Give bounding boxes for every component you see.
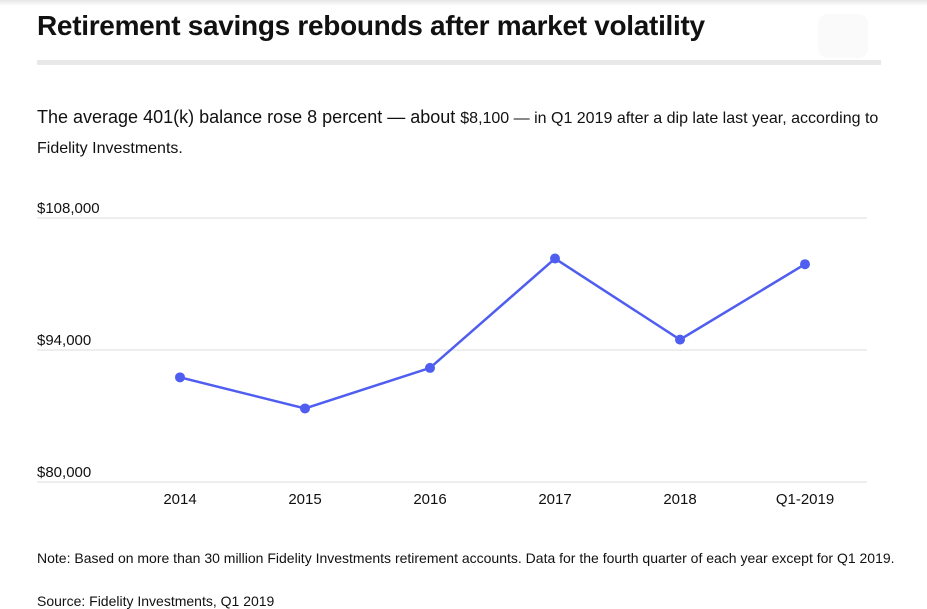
title-divider (37, 60, 881, 65)
chart-source: Source: Fidelity Investments, Q1 2019 (37, 593, 275, 609)
chart-subtitle: The average 401(k) balance rose 8 percen… (37, 103, 887, 163)
series-line (179, 256, 806, 410)
data-point[interactable] (300, 403, 310, 414)
x-tick-label: 2015 (288, 491, 321, 508)
x-tick-label: 2018 (663, 491, 696, 508)
data-point[interactable] (550, 253, 560, 264)
y-tick-label: $94,000 (37, 332, 91, 349)
x-tick-label: 2014 (163, 491, 196, 508)
subtitle-amount: $8,100 (460, 110, 510, 127)
x-tick-label: 2017 (538, 491, 571, 508)
data-points (175, 253, 810, 414)
y-axis-ticks: $108,000 $94,000 $80,000 (37, 200, 100, 481)
chart-note: Note: Based on more than 30 million Fide… (37, 550, 895, 566)
x-tick-label: 2016 (413, 491, 446, 508)
data-point[interactable] (175, 372, 185, 383)
subtitle-tail: — in Q1 2019 after a dip late last year,… (37, 110, 879, 157)
data-point[interactable] (675, 334, 685, 345)
top-shadow (0, 0, 927, 6)
subtitle-lead: The average 401(k) balance rose 8 percen… (37, 107, 461, 127)
data-point[interactable] (425, 362, 435, 373)
x-tick-label: Q1-2019 (776, 491, 834, 508)
y-tick-label: $108,000 (37, 200, 100, 217)
logo-watermark-icon (818, 14, 868, 58)
chart-title: Retirement savings rebounds after market… (37, 10, 705, 41)
y-tick-label: $80,000 (37, 464, 91, 481)
line-chart: $108,000$94,000$80,000 2014 2015 2016 2017 2… (37, 200, 867, 508)
data-point[interactable] (800, 259, 810, 270)
x-axis-ticks: 2014 2015 2016 2017 2018 Q1-2019 (163, 491, 834, 508)
